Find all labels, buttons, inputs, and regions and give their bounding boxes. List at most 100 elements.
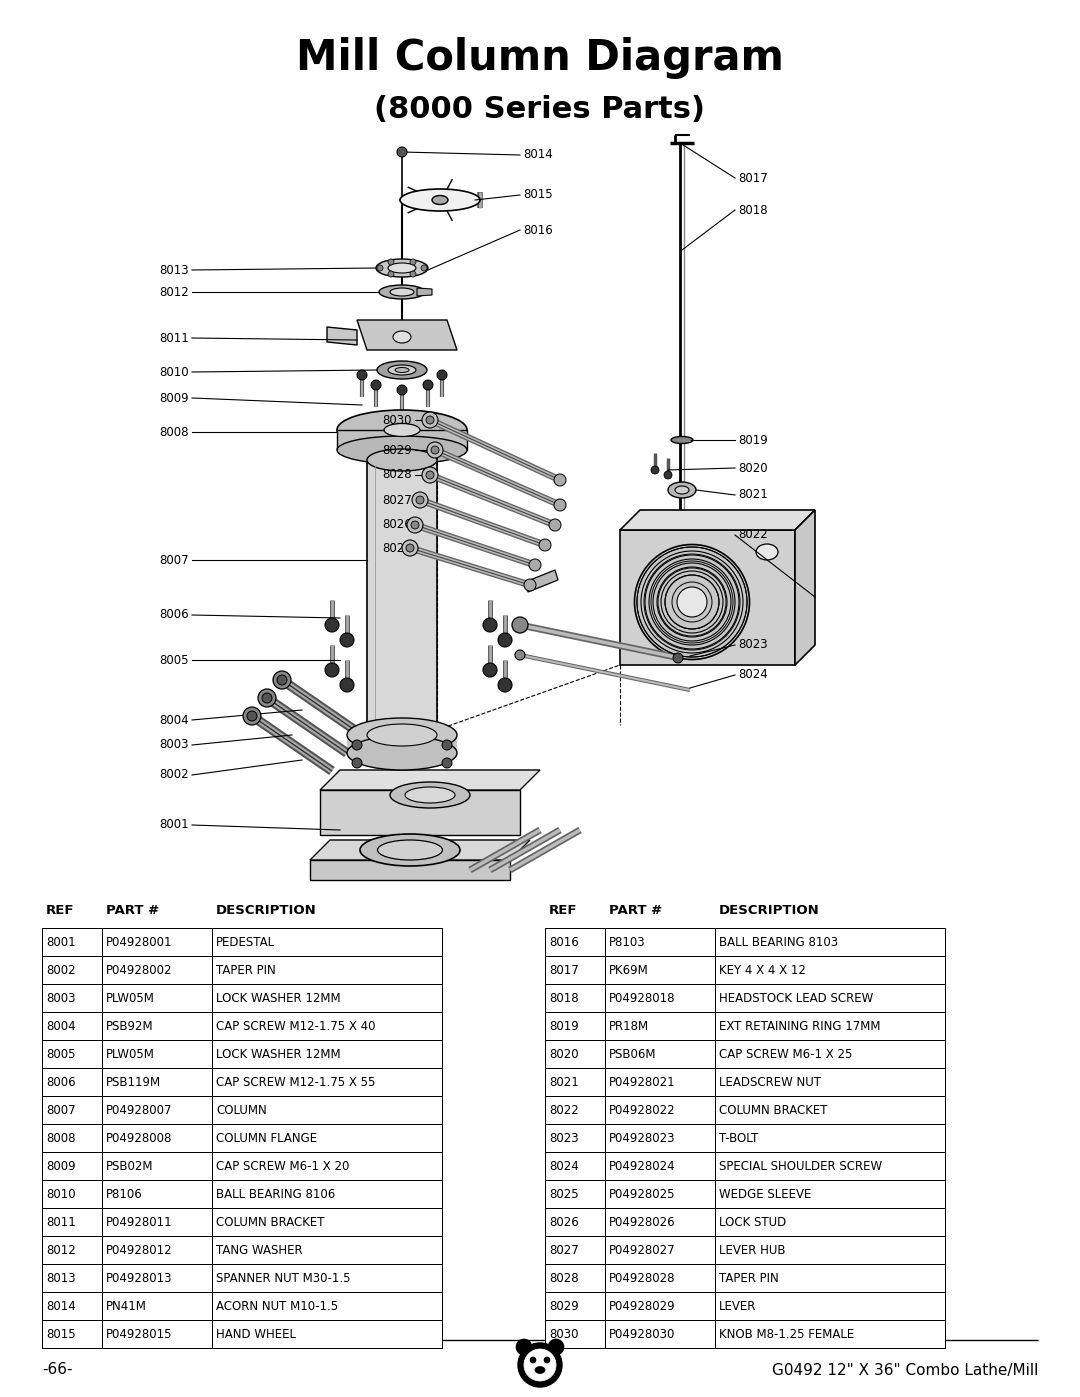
- Bar: [102, 1236, 212, 1264]
- Polygon shape: [417, 288, 432, 296]
- Text: KNOB M8-1.25 FEMALE: KNOB M8-1.25 FEMALE: [719, 1327, 854, 1341]
- Bar: [212, 1011, 442, 1039]
- Bar: [42, 1208, 442, 1236]
- Text: SPANNER NUT M30-1.5: SPANNER NUT M30-1.5: [216, 1271, 351, 1284]
- Ellipse shape: [360, 834, 460, 866]
- Text: 8007: 8007: [46, 1104, 76, 1116]
- Bar: [102, 1208, 212, 1236]
- Text: 8029: 8029: [549, 1299, 579, 1313]
- Ellipse shape: [635, 545, 750, 659]
- Bar: [545, 1039, 605, 1067]
- Bar: [212, 1320, 442, 1348]
- Polygon shape: [310, 840, 530, 861]
- Circle shape: [423, 380, 433, 390]
- Bar: [605, 1011, 715, 1039]
- Text: REF: REF: [46, 904, 75, 916]
- Text: 8022: 8022: [738, 528, 768, 542]
- Text: 8008: 8008: [160, 426, 189, 439]
- Ellipse shape: [367, 724, 437, 746]
- Bar: [102, 983, 212, 1011]
- Text: KEY 4 X 4 X 12: KEY 4 X 4 X 12: [719, 964, 806, 977]
- Bar: [42, 1320, 102, 1348]
- Text: PK69M: PK69M: [609, 964, 649, 977]
- Text: DESCRIPTION: DESCRIPTION: [719, 904, 820, 916]
- Ellipse shape: [675, 486, 689, 495]
- Ellipse shape: [388, 365, 416, 374]
- Circle shape: [516, 1338, 532, 1355]
- Bar: [545, 1125, 945, 1153]
- Text: TAPER PIN: TAPER PIN: [216, 964, 275, 977]
- Bar: [42, 1097, 442, 1125]
- Bar: [102, 1125, 212, 1153]
- Text: PLW05M: PLW05M: [106, 992, 154, 1004]
- Text: P04928018: P04928018: [609, 992, 675, 1004]
- Bar: [715, 1153, 945, 1180]
- Text: LOCK WASHER 12MM: LOCK WASHER 12MM: [216, 1048, 340, 1060]
- Text: 8027: 8027: [549, 1243, 579, 1256]
- Text: 8026: 8026: [382, 518, 411, 531]
- Text: P04928011: P04928011: [106, 1215, 173, 1228]
- Text: (8000 Series Parts): (8000 Series Parts): [375, 95, 705, 124]
- Bar: [42, 1067, 102, 1097]
- Polygon shape: [320, 770, 540, 789]
- Text: LEADSCREW NUT: LEADSCREW NUT: [719, 1076, 821, 1088]
- Text: BALL BEARING 8103: BALL BEARING 8103: [719, 936, 838, 949]
- Text: 8003: 8003: [160, 739, 189, 752]
- Bar: [102, 928, 212, 956]
- Bar: [605, 1097, 715, 1125]
- Text: BALL BEARING 8106: BALL BEARING 8106: [216, 1187, 335, 1200]
- Ellipse shape: [367, 448, 437, 471]
- Ellipse shape: [347, 718, 457, 752]
- Circle shape: [262, 693, 272, 703]
- Bar: [715, 983, 945, 1011]
- Circle shape: [372, 380, 381, 390]
- Bar: [545, 983, 605, 1011]
- Text: Mill Column Diagram: Mill Column Diagram: [296, 36, 784, 80]
- Text: 8007: 8007: [160, 553, 189, 567]
- Bar: [212, 1153, 442, 1180]
- Text: P04928002: P04928002: [106, 964, 173, 977]
- Circle shape: [247, 711, 257, 721]
- Bar: [605, 1180, 715, 1208]
- Circle shape: [397, 386, 407, 395]
- Text: 8017: 8017: [549, 964, 579, 977]
- Bar: [212, 956, 442, 983]
- Text: 8014: 8014: [46, 1299, 76, 1313]
- Ellipse shape: [400, 189, 480, 211]
- Bar: [715, 1208, 945, 1236]
- Text: TANG WASHER: TANG WASHER: [216, 1243, 302, 1256]
- Bar: [545, 1236, 605, 1264]
- Text: HEADSTOCK LEAD SCREW: HEADSTOCK LEAD SCREW: [719, 992, 874, 1004]
- Bar: [605, 1067, 715, 1097]
- Circle shape: [407, 517, 423, 534]
- Bar: [42, 956, 442, 983]
- Ellipse shape: [378, 840, 443, 861]
- Circle shape: [388, 258, 394, 265]
- Bar: [212, 1067, 442, 1097]
- Text: 8010: 8010: [46, 1187, 76, 1200]
- Bar: [42, 1039, 102, 1067]
- Circle shape: [515, 650, 525, 659]
- Circle shape: [426, 471, 434, 479]
- Text: P04928027: P04928027: [609, 1243, 676, 1256]
- Text: P04928001: P04928001: [106, 936, 173, 949]
- Bar: [545, 1236, 945, 1264]
- Bar: [42, 1097, 102, 1125]
- Bar: [545, 1011, 945, 1039]
- Text: HAND WHEEL: HAND WHEEL: [216, 1327, 296, 1341]
- Bar: [42, 1039, 442, 1067]
- Polygon shape: [620, 529, 795, 665]
- Bar: [42, 1180, 442, 1208]
- Text: 8022: 8022: [549, 1104, 579, 1116]
- Bar: [715, 1236, 945, 1264]
- Circle shape: [530, 1356, 536, 1363]
- Text: 8024: 8024: [549, 1160, 579, 1172]
- Polygon shape: [620, 510, 815, 529]
- Text: P04928025: P04928025: [609, 1187, 675, 1200]
- Bar: [212, 983, 442, 1011]
- Bar: [605, 1264, 715, 1292]
- Circle shape: [549, 520, 561, 531]
- Bar: [42, 1125, 442, 1153]
- Text: 8016: 8016: [549, 936, 579, 949]
- Bar: [42, 1236, 442, 1264]
